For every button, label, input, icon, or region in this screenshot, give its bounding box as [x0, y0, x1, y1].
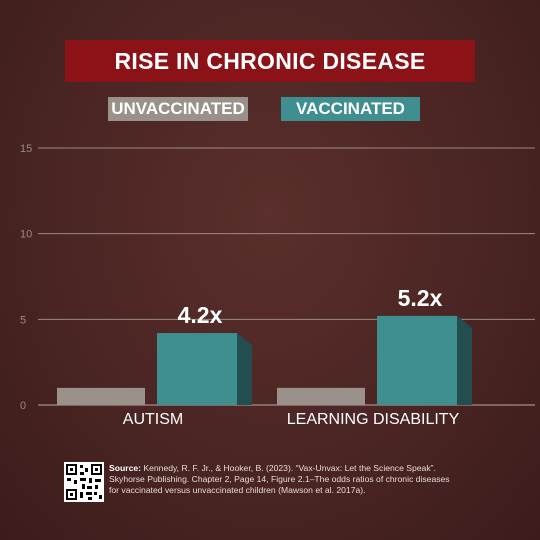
- legend-unvaccinated: UNVACCINATED: [108, 97, 248, 121]
- bar-vaccinated: [377, 315, 457, 405]
- chart-title: RISE IN CHRONIC DISEASE: [65, 40, 475, 82]
- bar-vaccinated-side: [457, 315, 472, 405]
- bar-unvaccinated: [277, 387, 365, 405]
- source-text: Kennedy, R. F. Jr., & Hooker, B. (2023).…: [109, 463, 450, 495]
- data-label: 4.2x: [178, 302, 223, 328]
- bar-vaccinated-side: [237, 333, 252, 405]
- x-tick-label: AUTISM: [123, 411, 183, 428]
- qr-code-icon: [64, 462, 104, 502]
- y-tick-label: 5: [20, 314, 26, 326]
- bar-vaccinated: [157, 333, 237, 405]
- y-tick-label: 15: [20, 143, 32, 155]
- x-tick-label: LEARNING DISABILITY: [287, 411, 460, 428]
- legend-vaccinated: VACCINATED: [281, 97, 420, 121]
- source-label: Source:: [109, 463, 141, 473]
- source-note: Source: Kennedy, R. F. Jr., & Hooker, B.…: [109, 463, 459, 496]
- y-tick-label: 10: [20, 229, 32, 241]
- bar-unvaccinated: [57, 387, 145, 405]
- y-tick-label: 0: [20, 400, 26, 412]
- data-label: 5.2x: [398, 285, 443, 311]
